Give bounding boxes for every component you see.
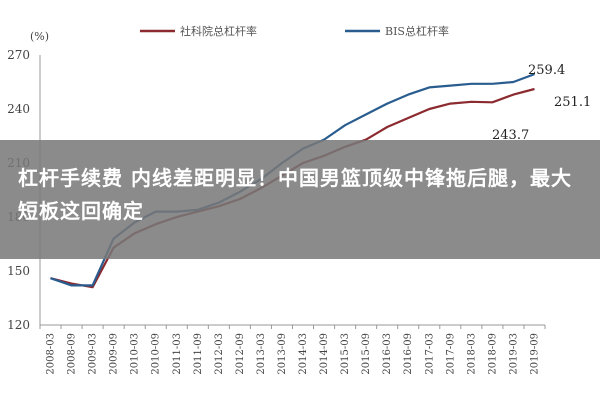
y-tick-label: 120 <box>7 318 30 332</box>
x-tick-label: 2013-03 <box>256 333 267 375</box>
x-tick-label: 2016-03 <box>382 333 393 375</box>
y-tick-label: 270 <box>7 48 30 62</box>
x-tick-label: 2019-03 <box>508 333 519 375</box>
annotation-red-2018: 243.7 <box>492 128 529 143</box>
x-tick-label: 2013-09 <box>277 333 288 375</box>
y-tick-label: 150 <box>7 264 30 278</box>
x-tick-label: 2011-09 <box>193 333 204 375</box>
x-tick-label: 2018-03 <box>466 333 477 375</box>
y-tick-label: 240 <box>7 102 30 116</box>
y-unit-label: (%) <box>30 30 49 43</box>
headline-overlay: 杠杆手续费 内线差距明显！中国男篮顶级中锋拖后腿，最大短板这回确定 <box>0 140 600 259</box>
x-ticks: 2008-03 2008-09 2009-03 2009-09 2010-03 2010-… <box>39 325 546 375</box>
x-tick-label: 2009-09 <box>109 333 120 375</box>
headline-text[interactable]: 杠杆手续费 内线差距明显！中国男篮顶级中锋拖后腿，最大短板这回确定 <box>18 166 572 223</box>
x-tick-label: 2016-09 <box>403 333 414 375</box>
x-tick-label: 2017-09 <box>445 333 456 375</box>
annotation-blue-end: 259.4 <box>528 63 565 78</box>
x-tick-label: 2015-03 <box>340 333 351 375</box>
x-tick-label: 2011-03 <box>172 333 183 375</box>
x-tick-label: 2010-03 <box>130 333 141 375</box>
x-tick-label: 2012-09 <box>235 333 246 375</box>
x-tick-label: 2019-09 <box>529 333 540 375</box>
x-tick-label: 2017-03 <box>424 333 435 375</box>
legend-label-red: 社科院总杠杆率 <box>180 24 257 38</box>
x-tick-label: 2018-09 <box>487 333 498 375</box>
x-tick-label: 2014-09 <box>319 333 330 375</box>
x-tick-label: 2009-03 <box>88 333 99 375</box>
x-tick-label: 2014-03 <box>298 333 309 375</box>
x-tick-label: 2015-09 <box>361 333 372 375</box>
x-tick-label: 2012-03 <box>214 333 225 375</box>
x-tick-label: 2008-03 <box>46 333 57 375</box>
x-tick-label: 2008-09 <box>67 333 78 375</box>
annotation-red-end: 251.1 <box>554 95 591 110</box>
legend-label-blue: BIS总杠杆率 <box>385 24 449 38</box>
x-tick-label: 2010-09 <box>151 333 162 375</box>
